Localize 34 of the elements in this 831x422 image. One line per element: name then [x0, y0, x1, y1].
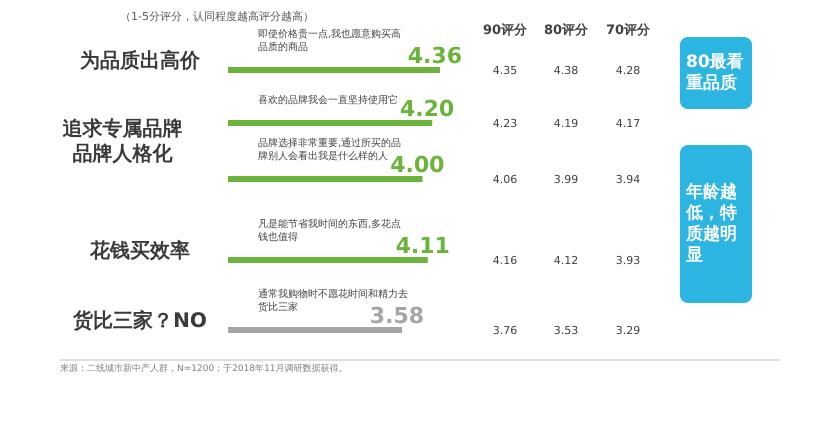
data-label: 4.20	[400, 97, 454, 122]
bar	[228, 120, 432, 126]
text: 3.93	[616, 254, 640, 267]
text: 4.38	[554, 64, 578, 77]
text: 3.76	[492, 324, 518, 337]
text: 4.16	[492, 254, 518, 267]
text: 4.06	[492, 173, 518, 186]
text: 4.28	[616, 64, 640, 77]
text: 80评分	[544, 23, 590, 38]
text: 为品质出高价	[79, 48, 201, 72]
bar	[228, 327, 402, 333]
bar	[228, 257, 428, 263]
text: 货比三家？NO	[72, 308, 208, 332]
text: 3.99	[554, 173, 578, 186]
chart-subtitle: （1-5分评分，认同程度越高评分越高）	[120, 10, 314, 24]
text: 4.12	[554, 254, 578, 267]
text: 4.35	[492, 64, 518, 77]
text: 80最看重品质	[686, 52, 745, 94]
y-tick-label: 喜欢的品牌我会一直坚持使用它	[258, 94, 398, 106]
text: 追求专属品牌品牌人格化	[62, 116, 184, 166]
text: 90评分	[482, 23, 528, 38]
text: 4.23	[492, 117, 518, 130]
text: 3.29	[616, 324, 640, 337]
text: 花钱买效率	[88, 238, 191, 262]
text: 4.19	[554, 117, 578, 130]
data-label: 4.11	[396, 234, 450, 259]
source-note: 来源：二线城市新中产人群，N=1200；于2018年11月调研数据获得。	[60, 364, 348, 376]
text: 3.94	[616, 173, 640, 186]
data-label: 4.36	[408, 44, 462, 69]
text: 年龄越低，特质越明显	[686, 182, 738, 266]
y-tick-label: 即使价格贵一点,我也愿意购买高品质的商品	[258, 29, 402, 54]
text: 70评分	[606, 23, 652, 38]
text: 4.17	[616, 117, 640, 130]
text: 3.53	[554, 324, 578, 337]
